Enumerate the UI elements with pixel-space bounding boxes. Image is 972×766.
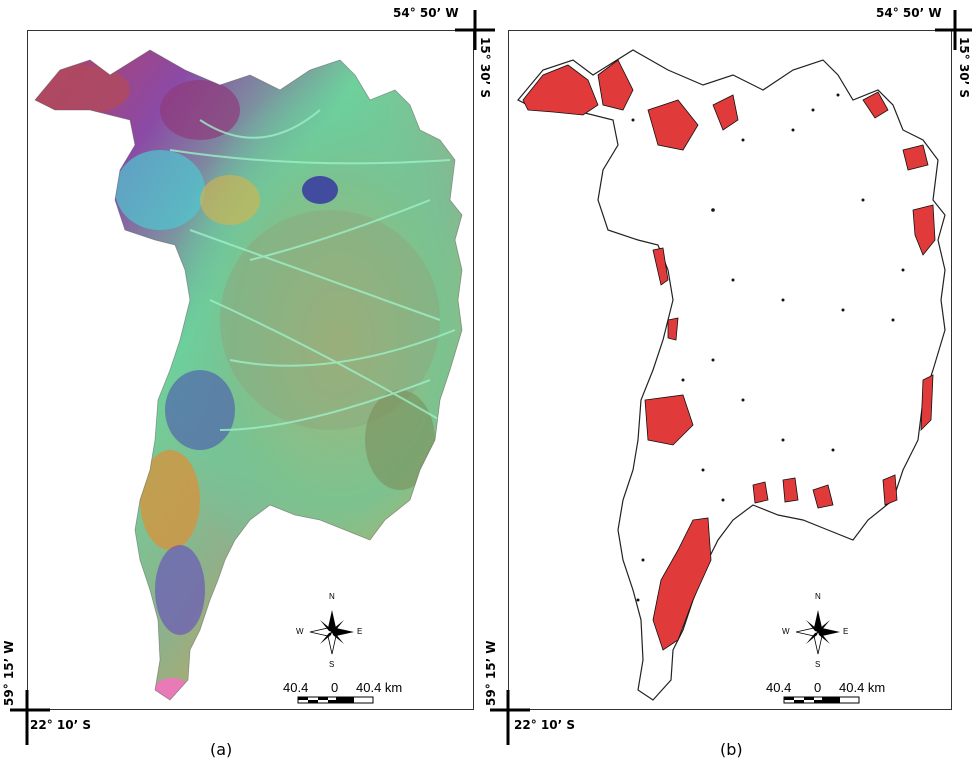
coord-top-right-lon: 54° 50’ W [876, 6, 942, 20]
compass-w-label: W [296, 627, 304, 636]
classified-map-b [517, 49, 946, 701]
scale-right-label: 40.4 km [356, 680, 403, 695]
panel-caption: (a) [210, 740, 233, 759]
coord-bottom-left-lat: 22° 10’ S [30, 718, 91, 732]
compass-w-label: W [782, 627, 790, 636]
coord-bottom-left-lon: 59° 15’ W [484, 640, 498, 706]
compass-e-label: E [843, 627, 849, 636]
scale-zero-label: 0 [814, 680, 822, 695]
coord-top-right-lon: 54° 50’ W [393, 6, 459, 20]
compass-s-label: S [329, 660, 335, 669]
scale-right-label: 40.4 km [839, 680, 886, 695]
scale-bar-icon [297, 696, 374, 704]
scale-bar-icon [783, 696, 860, 704]
compass-n-label: N [329, 592, 335, 601]
panel-caption: (b) [720, 740, 743, 759]
coord-bottom-left-lon: 59° 15’ W [2, 640, 16, 706]
corner-crosshair-icon [10, 10, 972, 745]
compass-rose-icon [795, 610, 840, 655]
composite-map-a [34, 49, 463, 701]
compass-rose-icon [309, 610, 354, 655]
scale-zero-label: 0 [331, 680, 339, 695]
scale-left-label: 40.4 [766, 680, 792, 695]
compass-n-label: N [815, 592, 821, 601]
coord-top-right-lat: 15° 30’ S [478, 37, 492, 98]
coord-top-right-lat: 15° 30’ S [957, 37, 971, 98]
compass-e-label: E [357, 627, 363, 636]
coord-bottom-left-lat: 22° 10’ S [514, 718, 575, 732]
compass-s-label: S [815, 660, 821, 669]
scale-left-label: 40.4 [283, 680, 309, 695]
